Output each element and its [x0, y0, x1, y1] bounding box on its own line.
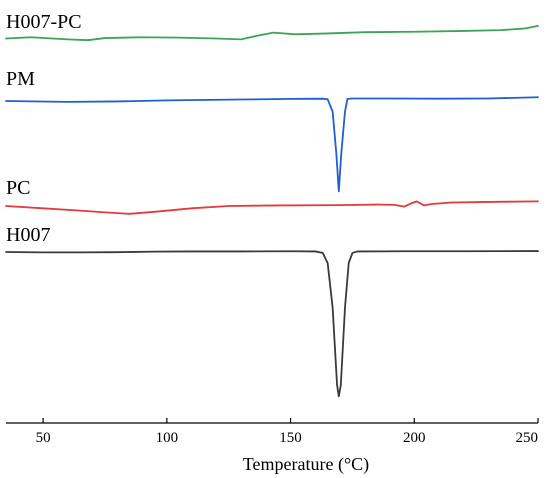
series-line-pc: [5, 200, 539, 215]
series-label-pc: PC: [6, 177, 30, 199]
x-tick-label: 150: [279, 430, 302, 446]
series-line-pm: [5, 96, 539, 193]
x-tick-label: 200: [403, 430, 426, 446]
x-tick-label: 250: [516, 430, 539, 446]
x-axis-ticks: 50 100 150 200 250: [36, 418, 539, 446]
series-labels: H007-PC PM PC H007: [6, 11, 82, 246]
series-label-h007: H007: [6, 224, 50, 246]
x-tick-label: 50: [36, 430, 51, 446]
series-line-h007-pc: [5, 25, 539, 42]
series-label-h007-pc: H007-PC: [6, 11, 82, 33]
curves-layer: [5, 25, 539, 398]
series-label-pm: PM: [6, 68, 35, 90]
x-tick-label: 100: [156, 430, 179, 446]
series-line-h007: [5, 250, 539, 398]
x-axis-title: Temperature (°C): [243, 454, 369, 475]
